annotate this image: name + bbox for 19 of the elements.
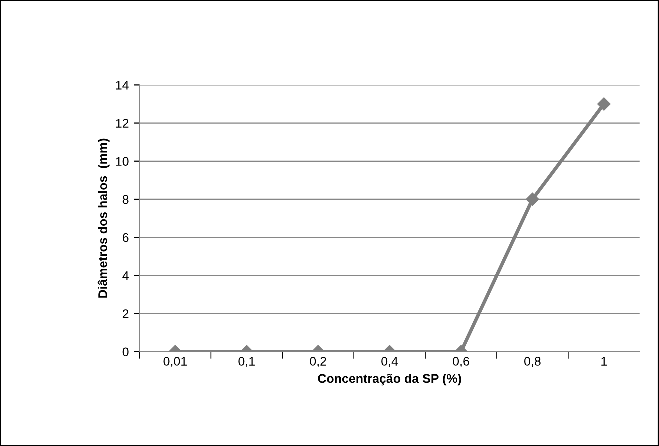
y-tick-label: 0: [122, 348, 129, 357]
y-tick-label: 6: [122, 233, 129, 242]
x-tick-label: 0,01: [164, 357, 187, 368]
y-tick-label: 8: [122, 195, 129, 204]
y-axis-title: Diâmetros dos halos (mm): [98, 138, 110, 298]
y-tick-label: 4: [122, 272, 129, 280]
x-tick-label: 0,4: [382, 357, 398, 368]
x-tick-label: 0,2: [310, 357, 326, 368]
x-tick-label: 0,1: [238, 357, 255, 368]
x-tick-label: 0,6: [453, 357, 470, 368]
x-tick-label: 1: [602, 357, 608, 366]
y-tick-label: 2: [122, 310, 129, 318]
x-tick-label: 0,8: [524, 357, 541, 368]
x-axis-title: Concentração da SP (%): [318, 374, 462, 386]
point: [598, 98, 611, 111]
y-tick-label: 10: [116, 157, 129, 166]
point: [526, 192, 540, 206]
y-tick-label: 12: [116, 119, 129, 128]
y-tick-label: 14: [116, 81, 129, 90]
